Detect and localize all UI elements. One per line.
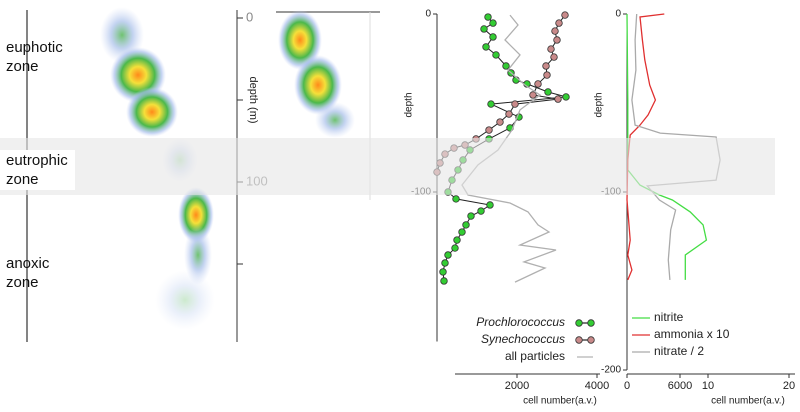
density-plots xyxy=(26,7,380,342)
legend-label: Prochlorococcus xyxy=(476,315,565,329)
x-tick-label: 0 xyxy=(624,380,630,392)
legend-marker xyxy=(575,319,583,327)
zone-label: eutrophic zone xyxy=(6,152,68,188)
data-point xyxy=(496,118,504,126)
data-point xyxy=(477,207,485,215)
data-point xyxy=(489,19,497,27)
density-blob xyxy=(278,10,322,70)
legend-label: ammonia x 10 xyxy=(654,327,730,341)
data-point xyxy=(467,212,475,220)
x2-tick-label: 6000 xyxy=(668,380,692,392)
data-point xyxy=(482,43,490,51)
legend-label: Synechococcus xyxy=(481,332,565,346)
data-point xyxy=(487,100,495,108)
x-tick-label: 2000 xyxy=(505,380,529,392)
density-blob xyxy=(155,270,215,330)
legend-label: nitrite xyxy=(654,310,684,324)
x-tick-label: 20 xyxy=(783,380,795,392)
data-point xyxy=(543,71,551,79)
data-point xyxy=(441,259,449,267)
label-box xyxy=(0,150,75,190)
data-point xyxy=(452,195,460,203)
data-point xyxy=(462,221,470,229)
data-point xyxy=(458,228,466,236)
density-blob xyxy=(294,55,342,115)
y-tick-label: -200 xyxy=(601,365,621,376)
data-point xyxy=(453,236,461,244)
density-blob xyxy=(315,102,355,138)
eutrophic-band xyxy=(0,138,775,195)
data-point xyxy=(534,80,542,88)
legend-marker xyxy=(575,336,583,344)
x-tick-label: 10 xyxy=(702,380,714,392)
data-point xyxy=(505,110,513,118)
legend-marker xyxy=(587,319,595,327)
density-blob xyxy=(126,87,178,137)
y-axis-label: depth (m) xyxy=(247,76,259,123)
data-point xyxy=(511,100,519,108)
data-point xyxy=(529,91,537,99)
data-point xyxy=(555,19,563,27)
series-line xyxy=(626,13,665,281)
legend-marker xyxy=(587,336,595,344)
density-blob xyxy=(184,225,212,285)
data-point xyxy=(439,268,447,276)
data-point xyxy=(492,51,500,59)
y-tick-label: 0 xyxy=(246,9,253,24)
data-point xyxy=(502,62,510,70)
data-point xyxy=(485,126,493,134)
data-point xyxy=(553,36,561,44)
x-tick-label: 4000 xyxy=(585,380,609,392)
data-point xyxy=(480,25,488,33)
data-point xyxy=(550,53,558,61)
data-point xyxy=(562,93,570,101)
data-point xyxy=(554,95,562,103)
data-point xyxy=(544,88,552,96)
x-axis-label: cell number(a.v.) xyxy=(523,396,597,407)
data-point xyxy=(440,277,448,285)
y-tick-label: 0 xyxy=(425,9,431,20)
zone-label: euphotic zone xyxy=(6,39,63,75)
y-axis-label: depth xyxy=(594,92,605,117)
data-point xyxy=(484,13,492,21)
data-point xyxy=(551,27,559,35)
data-point xyxy=(451,244,459,252)
density-blob xyxy=(178,187,214,243)
x-axis-label: cell number(a.v.) xyxy=(711,396,785,407)
legend-label: nitrate / 2 xyxy=(654,344,704,358)
data-point xyxy=(489,33,497,41)
legend-label: all particles xyxy=(505,349,565,363)
data-point xyxy=(444,251,452,259)
zone-label: anoxic zone xyxy=(6,255,50,291)
data-point xyxy=(561,11,569,19)
data-point xyxy=(486,201,494,209)
y-tick-label: 0 xyxy=(615,9,621,20)
data-point xyxy=(547,45,555,53)
y-axis-label: depth xyxy=(404,92,415,117)
data-point xyxy=(542,62,550,70)
